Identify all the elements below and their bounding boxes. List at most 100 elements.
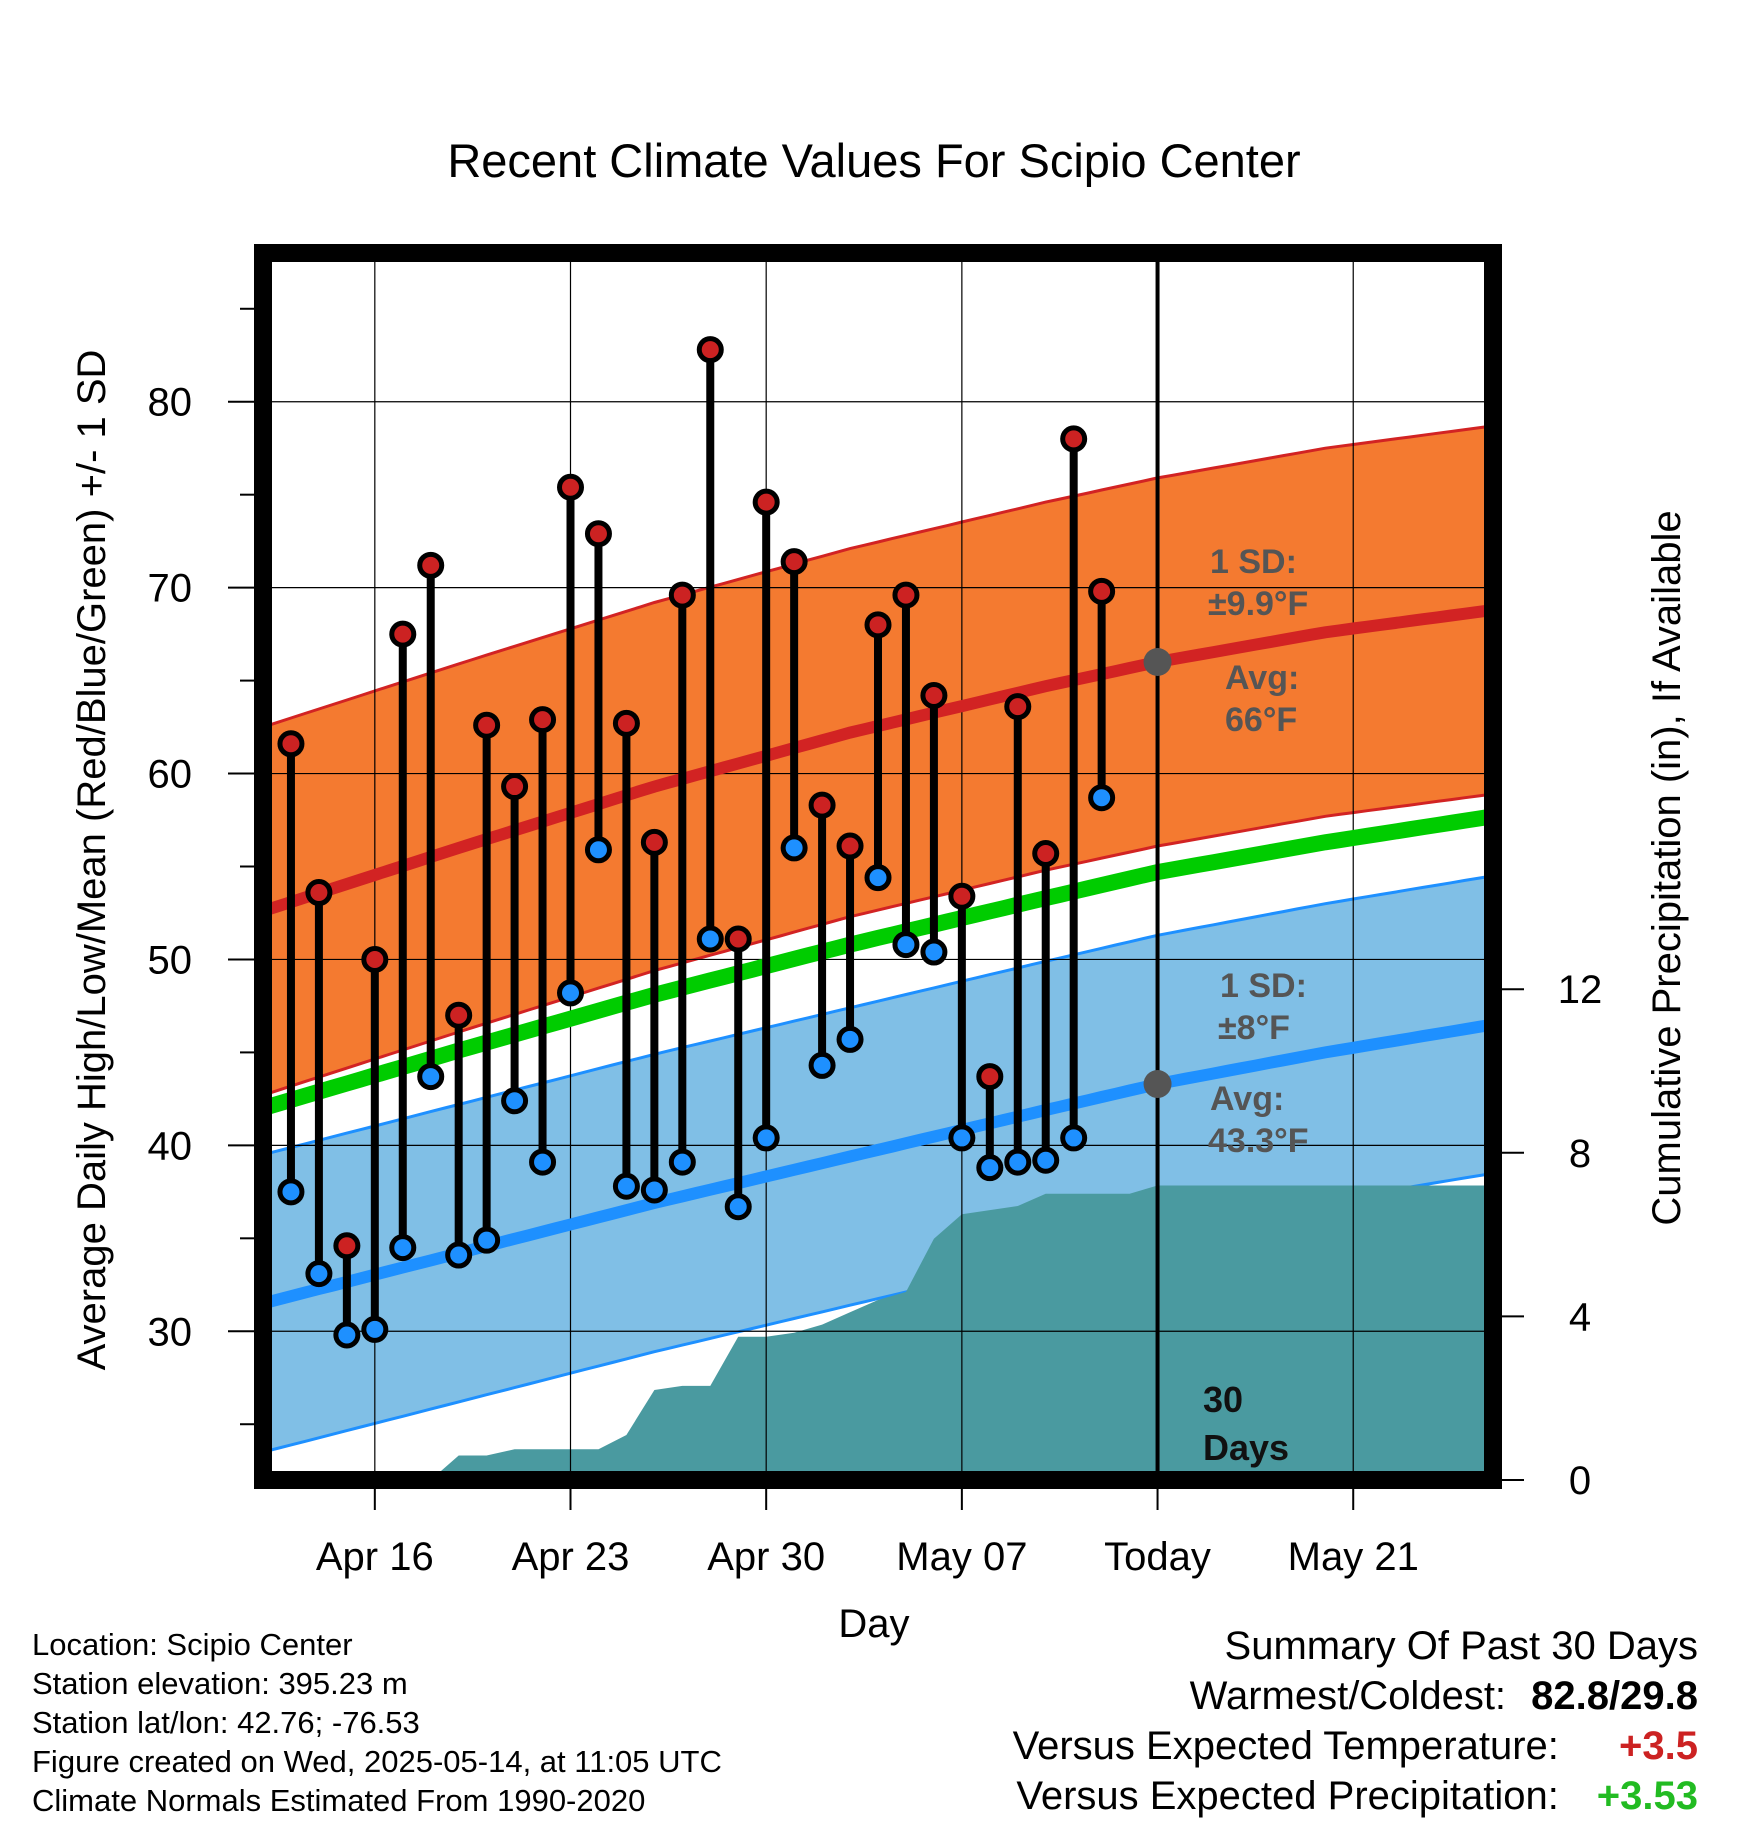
daily-low-point <box>976 1154 1004 1182</box>
daily-low-point <box>389 1234 417 1262</box>
low-sd-label: 1 SD: <box>1220 967 1307 1005</box>
low-sd-value: ±8°F <box>1218 1009 1290 1047</box>
daily-low-point <box>696 925 724 953</box>
x-tick-label: May 21 <box>1288 1535 1419 1579</box>
x-tick-label: Today <box>1104 1535 1211 1579</box>
summary-precip: Versus Expected Precipitation: +3.53 <box>1013 1771 1698 1821</box>
daily-high-point <box>780 548 808 576</box>
daily-high-point <box>696 336 724 364</box>
high-sd-upper-edge <box>263 424 1493 729</box>
x-tick-label: Apr 23 <box>512 1535 630 1579</box>
period-unit: Days <box>1203 1427 1289 1468</box>
daily-low-point <box>501 1087 529 1115</box>
y2-tick-label: 4 <box>1569 1295 1591 1339</box>
daily-high-point <box>417 551 445 579</box>
daily-high-point <box>333 1232 361 1260</box>
daily-high-point <box>445 1001 473 1029</box>
temp-label: Versus Expected Temperature: <box>1012 1724 1559 1768</box>
daily-low-point <box>557 979 584 1007</box>
high-avg-value: 66°F <box>1225 701 1297 739</box>
daily-low-point <box>529 1148 557 1176</box>
daily-high-point <box>389 620 417 648</box>
daily-low-point <box>1060 1124 1088 1152</box>
daily-low-point <box>1088 784 1116 812</box>
daily-low-point <box>948 1124 976 1152</box>
daily-low-point <box>361 1315 389 1343</box>
mean-normal-line <box>263 808 1493 1116</box>
daily-low-point <box>1004 1148 1032 1176</box>
daily-low-point <box>612 1172 640 1200</box>
low-avg-value: 43.3°F <box>1208 1122 1309 1160</box>
daily-low-point <box>920 938 948 966</box>
daily-low-point <box>780 834 808 862</box>
daily-high-point <box>277 730 305 758</box>
summary-title: Summary Of Past 30 Days <box>1224 1624 1698 1668</box>
warm-cold-label: Warmest/Coldest: <box>1189 1674 1507 1718</box>
chart-title: Recent Climate Values For Scipio Center <box>447 134 1300 187</box>
x-tick-label: Apr 30 <box>707 1535 825 1579</box>
daily-low-point <box>668 1148 696 1176</box>
y-tick-label: 70 <box>148 567 193 611</box>
low-sd-upper-edge <box>263 874 1493 1157</box>
daily-high-point <box>612 709 640 737</box>
daily-high-point <box>808 791 836 819</box>
daily-high-point <box>305 879 333 907</box>
y-tick-label: 80 <box>148 381 193 425</box>
y2-axis-label: Cumulative Precipitation (in), If Availa… <box>1645 510 1689 1225</box>
figure-created: Figure created on Wed, 2025-05-14, at 11… <box>32 1744 722 1779</box>
y-tick-label: 30 <box>148 1310 193 1354</box>
daily-low-point <box>752 1124 780 1152</box>
daily-high-point <box>892 581 920 609</box>
warm-cold-value: 82.8/29.8 <box>1531 1674 1698 1718</box>
high-sd-value: ±9.9°F <box>1208 585 1308 623</box>
today-line <box>1143 253 1172 1480</box>
daily-low-point <box>1032 1146 1060 1174</box>
daily-high-point <box>1004 693 1032 721</box>
daily-low-point <box>305 1260 333 1288</box>
daily-high-point <box>1088 577 1116 605</box>
climate-normals-note: Climate Normals Estimated From 1990-2020 <box>32 1783 646 1818</box>
y2-tick-label: 0 <box>1569 1459 1591 1503</box>
precip-departure-value: +3.53 <box>1596 1774 1698 1818</box>
summary-panel: Summary Of Past 30 Days Warmest/Coldest:… <box>1013 1621 1698 1821</box>
daily-high-point <box>836 832 864 860</box>
y2-tick-label: 8 <box>1569 1132 1591 1176</box>
period-number: 30 <box>1203 1379 1243 1420</box>
summary-temp: Versus Expected Temperature: +3.5 <box>1013 1721 1698 1771</box>
daily-low-point <box>584 836 612 864</box>
annotations: 1 SD: ±9.9°F Avg: 66°F 1 SD: ±8°F Avg: 4… <box>1203 543 1309 1468</box>
y-axis-label: Average Daily High/Low/Mean (Red/Blue/Gr… <box>70 350 114 1371</box>
x-tick-label: May 07 <box>896 1535 1027 1579</box>
high-avg-label: Avg: <box>1225 659 1299 697</box>
low-avg-label: Avg: <box>1210 1080 1284 1118</box>
daily-high-point <box>584 520 612 548</box>
today-low-avg-marker <box>1143 1070 1172 1099</box>
daily-low-point <box>808 1051 836 1079</box>
daily-low-point <box>417 1063 445 1091</box>
precip-label: Versus Expected Precipitation: <box>1016 1774 1559 1818</box>
location-info: Location: Scipio Center Station elevatio… <box>32 1625 722 1820</box>
precip-area <box>318 1185 1493 1480</box>
daily-low-point <box>333 1321 361 1349</box>
y-tick-label: 60 <box>148 753 193 797</box>
x-axis-label: Day <box>838 1602 909 1646</box>
daily-high-point <box>948 882 976 910</box>
daily-high-point <box>864 611 892 639</box>
high-sd-lower-edge <box>263 792 1493 1097</box>
daily-high-point <box>920 681 948 709</box>
high-sd-label: 1 SD: <box>1210 543 1297 581</box>
station-elevation: Station elevation: 395.23 m <box>32 1666 408 1701</box>
y-tick-label: 50 <box>148 938 193 982</box>
daily-high-point <box>668 581 696 609</box>
daily-low-point <box>836 1025 864 1053</box>
daily-low-point <box>724 1193 752 1221</box>
daily-low-point <box>640 1176 668 1204</box>
daily-high-point <box>473 711 501 739</box>
plot-frame <box>254 244 1502 1489</box>
axes: 30 40 50 60 70 80 0 4 8 12 Apr 16 Apr 23 Apr 30 May 0… <box>148 307 1602 1579</box>
daily-high-point <box>361 945 389 973</box>
daily-high-point <box>557 473 584 501</box>
daily-low-point <box>445 1241 473 1269</box>
daily-high-point <box>1060 425 1088 453</box>
cumulative-precip-area <box>318 1185 1493 1480</box>
